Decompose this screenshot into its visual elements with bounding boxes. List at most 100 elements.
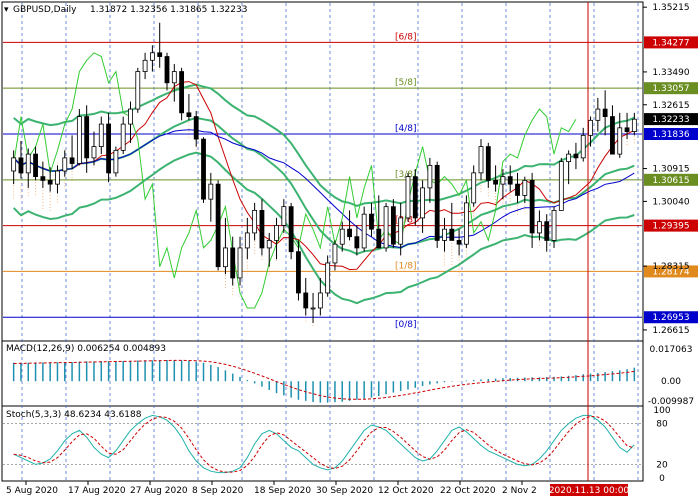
candle-body <box>449 228 455 241</box>
vertical-gridlines <box>21 3 639 480</box>
candle-body <box>485 146 491 181</box>
stoch-axis-label: 0 <box>659 474 665 484</box>
candle-body <box>179 71 185 114</box>
level-price-label: 1.28174 <box>652 267 689 277</box>
time-label: 27 Aug 2020 <box>130 486 188 496</box>
stoch-axis-label: 80 <box>656 420 668 430</box>
price-tick-label: 1.30915 <box>652 165 689 175</box>
candle-body <box>296 251 301 294</box>
candle-body <box>223 247 228 268</box>
candle-body <box>259 210 265 249</box>
stoch-axis-label: 100 <box>653 406 670 416</box>
candle-body <box>522 179 528 196</box>
level-price-box <box>644 127 698 140</box>
candle-body <box>558 161 564 211</box>
candle-body <box>266 240 272 249</box>
price-tick-label: 1.35215 <box>652 3 689 13</box>
level-price-label: 1.29395 <box>652 222 689 232</box>
candle-body <box>106 123 111 174</box>
candle-body <box>617 127 623 155</box>
level-price-label: 1.34277 <box>652 38 689 48</box>
chikou-line <box>13 52 577 309</box>
candle-body <box>317 292 323 309</box>
level-price-box <box>644 36 698 49</box>
level-price-box <box>644 311 698 324</box>
candle-body <box>76 116 82 164</box>
time-label: 12 Oct 2020 <box>378 486 434 496</box>
candle-body <box>500 176 506 185</box>
candle-body <box>383 206 389 249</box>
candle-body <box>120 123 126 151</box>
level-price-label: 1.30615 <box>652 176 689 186</box>
candle-body <box>84 116 90 159</box>
candle-body <box>91 146 97 159</box>
candle-body <box>434 164 440 241</box>
price-tick-label: 1.30040 <box>652 197 689 207</box>
candle-body <box>573 153 579 159</box>
level-label: [0/8] <box>395 320 417 330</box>
candle-body <box>325 262 331 294</box>
price-axis: 1.35215 1.33490 1.32615 1.30915 1.30040 1.283… <box>643 3 698 336</box>
candle-body <box>347 228 352 238</box>
time-highlight-label: 2020.11.13 00:00 <box>549 486 630 496</box>
candle-body <box>215 183 221 268</box>
price-tick-label: 1.28315 <box>652 262 689 272</box>
candle-body <box>164 56 170 84</box>
candle-body <box>47 179 53 185</box>
candle-body <box>471 172 477 204</box>
candle-body <box>456 240 462 245</box>
time-label: 2 Nov 2 <box>502 486 537 496</box>
level-price-box <box>644 265 698 278</box>
time-label: 22 Oct 2020 <box>440 486 496 496</box>
macd-axis-label: -0.009987 <box>648 397 694 407</box>
candle-body <box>332 243 338 264</box>
candle-body <box>369 213 374 230</box>
price-tick-label: 1.33490 <box>652 68 689 78</box>
candle-body <box>274 225 279 241</box>
level-price-label: 1.31836 <box>652 130 689 140</box>
level-label: [1/8] <box>395 261 417 271</box>
price-tick-label: 1.32615 <box>652 101 689 111</box>
level-label: [3/8] <box>395 170 417 180</box>
candle-body <box>427 164 433 189</box>
candle-body <box>25 153 31 174</box>
murrey-levels: [6/8] 1.34277 [5/8] 1.33057 [4/8] 1.31836 [3/8… <box>3 32 698 330</box>
candle-body <box>354 236 360 249</box>
price-panel <box>1 1 644 342</box>
candle-body <box>339 228 345 245</box>
bollinger-lower <box>12 151 635 305</box>
candle-body <box>405 176 411 219</box>
level-price-label: 1.26953 <box>652 313 689 323</box>
candle-body <box>303 292 309 309</box>
stoch-main-line <box>13 414 635 474</box>
macd-label: MACD(12,26,9) 0.006254 0.004893 <box>6 344 166 354</box>
macd-axis-label: 0.017063 <box>650 345 693 355</box>
level-label: [4/8] <box>395 124 417 134</box>
stoch-axis-label: 20 <box>656 460 668 470</box>
candle-body <box>493 179 499 185</box>
candle-body <box>515 183 520 196</box>
candle-body <box>33 153 38 178</box>
candle-body <box>588 119 593 136</box>
candle-body <box>580 134 586 159</box>
macd-indicator: 0.017063 0.00 -0.009987 <box>12 345 694 407</box>
level-price-box <box>644 173 698 186</box>
candle-body <box>142 59 148 72</box>
candle-body <box>18 157 24 174</box>
candle-body <box>208 183 214 200</box>
chart-title-icon: ▾ <box>4 5 9 15</box>
macd-signal-line <box>13 359 635 400</box>
candle-body <box>390 206 396 245</box>
candle-body <box>529 179 535 234</box>
candle-body <box>566 153 572 163</box>
candle-body <box>507 176 513 185</box>
candle-body <box>113 149 119 174</box>
candle-body <box>281 206 287 226</box>
candle-body <box>40 176 46 181</box>
candle-body <box>237 247 243 279</box>
candle-body <box>595 108 601 121</box>
chart-ohlc: 1.31872 1.32356 1.31865 1.32233 <box>90 5 247 15</box>
candle-body <box>135 71 141 110</box>
candles <box>11 22 637 323</box>
